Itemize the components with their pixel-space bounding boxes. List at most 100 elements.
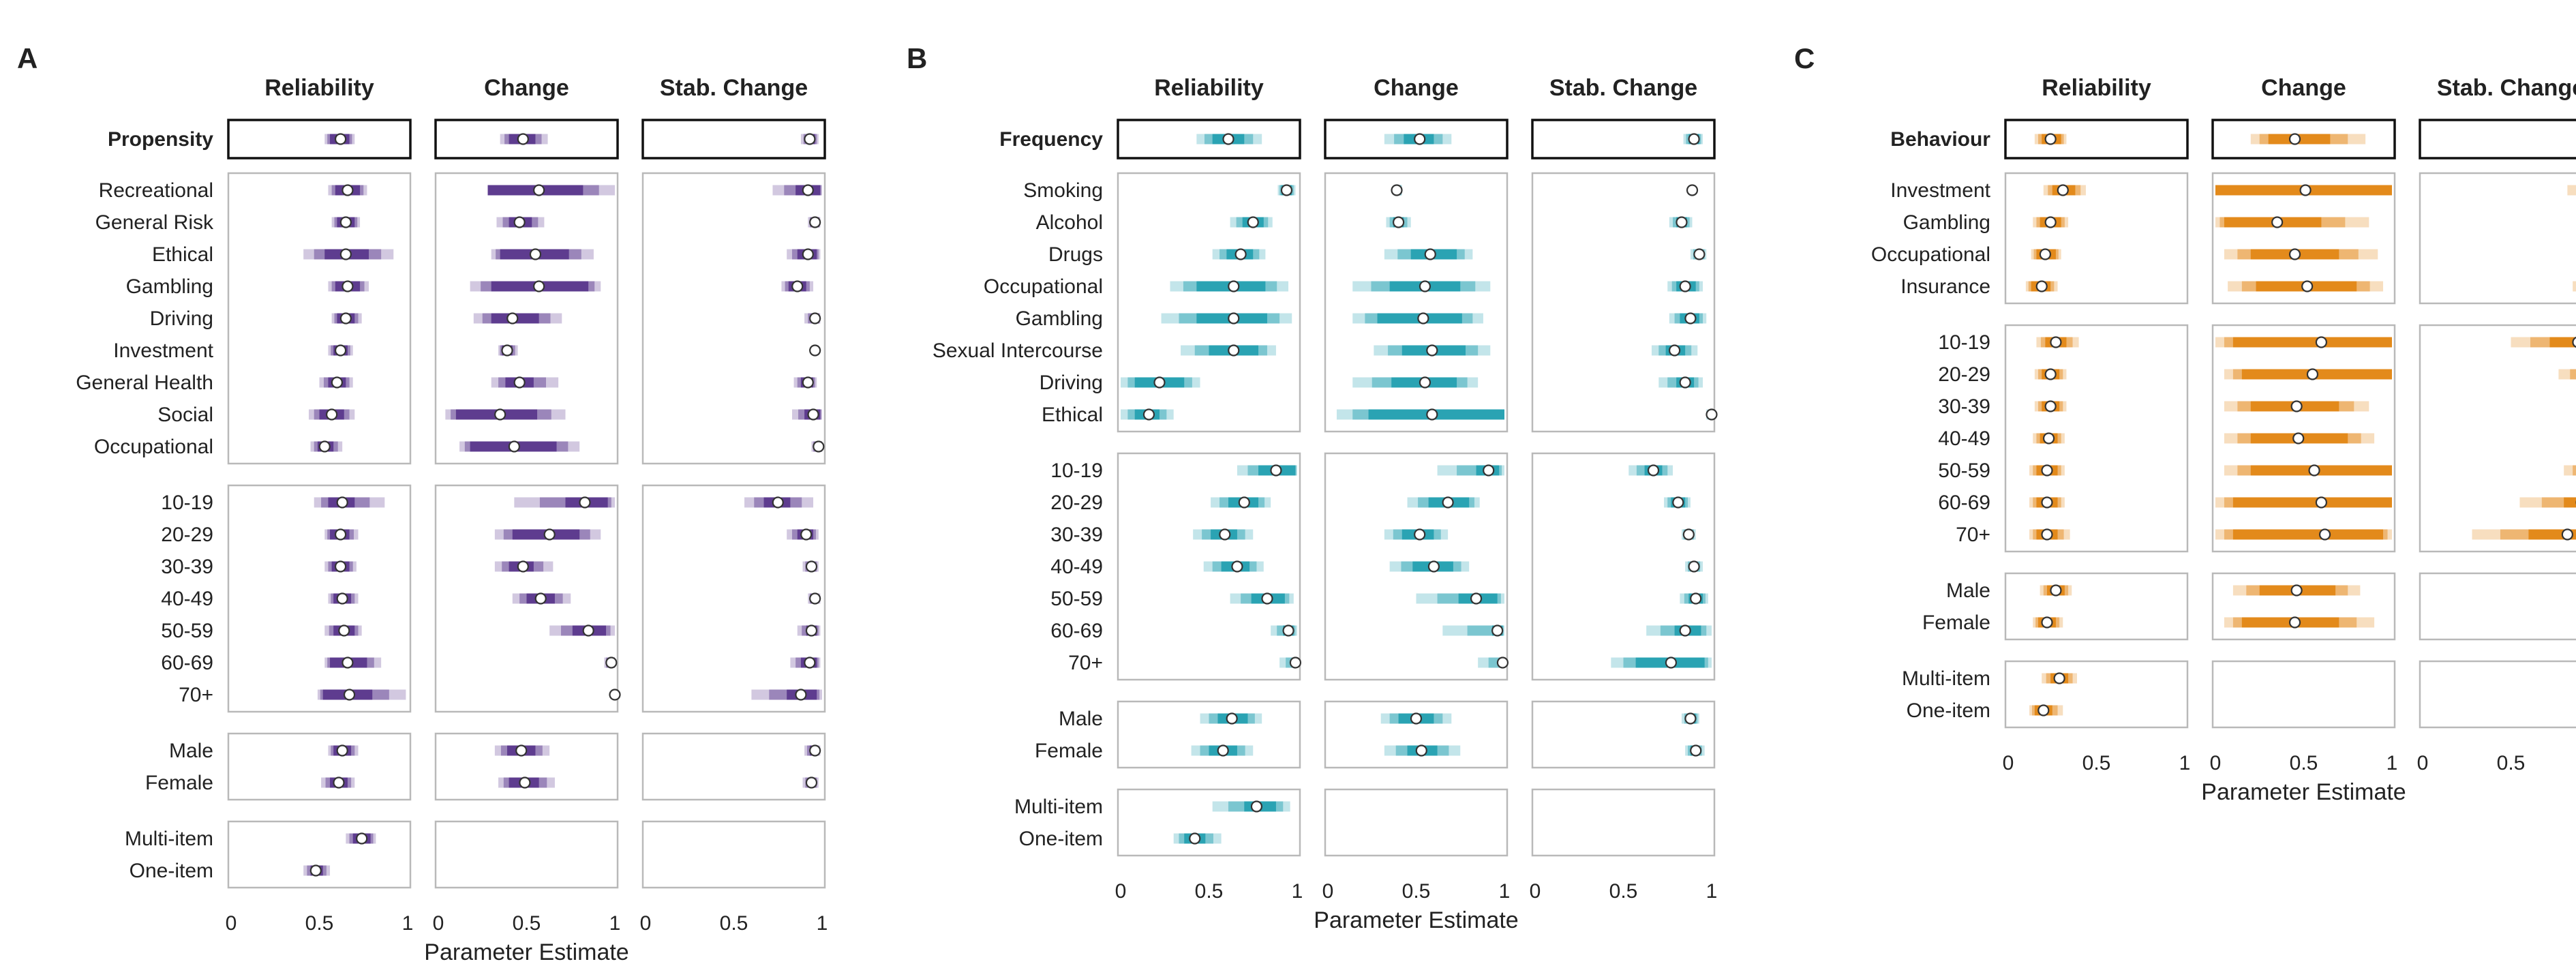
x-axis-label: Parameter Estimate xyxy=(424,939,628,965)
x-axis-label: Parameter Estimate xyxy=(2201,779,2406,805)
plot-box xyxy=(434,172,619,465)
point-estimate xyxy=(318,440,331,453)
point-estimate xyxy=(2042,432,2055,444)
point-estimate xyxy=(1676,216,1688,228)
point-estimate xyxy=(1427,560,1440,573)
point-estimate xyxy=(334,528,347,541)
point-estimate xyxy=(1417,312,1429,324)
point-estimate xyxy=(1228,344,1240,357)
panel-letter: C xyxy=(1794,42,1815,74)
point-estimate xyxy=(2301,280,2314,292)
row-label: General Health xyxy=(76,372,213,394)
plot-box xyxy=(1324,452,1509,681)
row-label: Driving xyxy=(150,307,213,330)
plot-box xyxy=(1531,119,1716,160)
point-estimate xyxy=(309,864,322,877)
point-estimate xyxy=(2288,248,2301,260)
row-label: 70+ xyxy=(1068,652,1103,674)
plot-box xyxy=(2419,660,2576,729)
row-label: Alcohol xyxy=(1036,211,1103,234)
point-estimate xyxy=(1679,624,1691,637)
point-estimate xyxy=(2057,184,2069,196)
point-estimate xyxy=(517,133,529,145)
row-label: 20-29 xyxy=(1938,363,1990,386)
panel-b: B Reliability Change Stab. Change Frequency S… xyxy=(907,42,1718,933)
point-estimate xyxy=(1470,592,1483,605)
point-estimate xyxy=(805,776,818,789)
plot-box xyxy=(2004,172,2189,305)
point-estimate xyxy=(517,560,529,573)
plot-box xyxy=(2211,324,2396,553)
row-label: 30-39 xyxy=(1938,395,1990,418)
point-estimate xyxy=(2290,584,2303,597)
point-estimate xyxy=(1684,312,1697,324)
point-estimate xyxy=(795,689,807,701)
point-estimate xyxy=(2037,704,2050,716)
point-estimate xyxy=(342,656,354,669)
x-axis-label: Parameter Estimate xyxy=(1314,907,1518,933)
point-estimate xyxy=(1688,560,1700,573)
point-estimate xyxy=(1414,528,1426,541)
point-estimate xyxy=(1282,624,1294,637)
column-title: Reliability xyxy=(2042,75,2151,101)
point-estimate xyxy=(809,344,821,357)
point-estimate xyxy=(1647,464,1660,477)
plot-box xyxy=(2419,119,2576,160)
plot-box xyxy=(1324,119,1509,160)
plot-box xyxy=(2211,119,2396,160)
tick-label: 1 xyxy=(817,912,828,935)
plot-box xyxy=(227,172,412,465)
tick-label: 0.5 xyxy=(1195,880,1224,903)
point-estimate xyxy=(1426,344,1438,357)
point-estimate xyxy=(2044,133,2057,145)
point-estimate xyxy=(2288,133,2301,145)
row-label: 40-49 xyxy=(1938,427,1990,450)
point-estimate xyxy=(805,560,818,573)
point-estimate xyxy=(807,408,819,421)
row-label: 50-59 xyxy=(1050,588,1103,610)
point-estimate xyxy=(2041,616,2053,629)
tick-label: 0.5 xyxy=(513,912,541,935)
point-estimate xyxy=(2315,336,2327,348)
point-estimate xyxy=(1261,592,1273,605)
point-estimate xyxy=(605,656,618,669)
point-estimate xyxy=(1483,464,1495,477)
column-title: Change xyxy=(484,75,569,101)
point-estimate xyxy=(2041,464,2053,477)
column-title: Stab. Change xyxy=(2437,75,2576,101)
point-estimate xyxy=(1228,312,1240,324)
point-estimate xyxy=(326,408,338,421)
row-label: 20-29 xyxy=(1050,492,1103,514)
row-label: 50-59 xyxy=(161,620,213,642)
point-estimate xyxy=(1247,216,1259,228)
point-estimate xyxy=(2039,248,2051,260)
point-estimate xyxy=(802,184,814,196)
point-estimate xyxy=(543,528,556,541)
tick-label: 1 xyxy=(1292,880,1303,903)
plot-box xyxy=(2211,660,2396,729)
point-estimate xyxy=(534,592,547,605)
row-label: 30-39 xyxy=(1050,524,1103,546)
panel-letter: A xyxy=(17,42,37,74)
point-estimate xyxy=(813,440,825,453)
point-estimate xyxy=(1391,184,1403,196)
point-estimate xyxy=(2050,584,2062,597)
row-label: Driving xyxy=(1040,372,1103,394)
row-label: General Risk xyxy=(95,211,214,234)
plot-box xyxy=(1117,788,1301,857)
tick-label: 1 xyxy=(2386,752,2398,774)
point-estimate xyxy=(2053,672,2065,684)
row-label: 10-19 xyxy=(1938,331,1990,354)
plot-box xyxy=(227,820,412,889)
tick-label: 0.5 xyxy=(305,912,334,935)
point-estimate xyxy=(338,624,350,637)
row-label: Gambling xyxy=(1903,211,1990,234)
row-label: Occupational xyxy=(1871,243,1990,266)
tick-label: 1 xyxy=(609,912,621,935)
plot-box xyxy=(1531,172,1716,433)
panel-letter: B xyxy=(907,42,927,74)
point-estimate xyxy=(339,312,352,324)
point-estimate xyxy=(1217,744,1229,757)
point-estimate xyxy=(2271,216,2284,228)
